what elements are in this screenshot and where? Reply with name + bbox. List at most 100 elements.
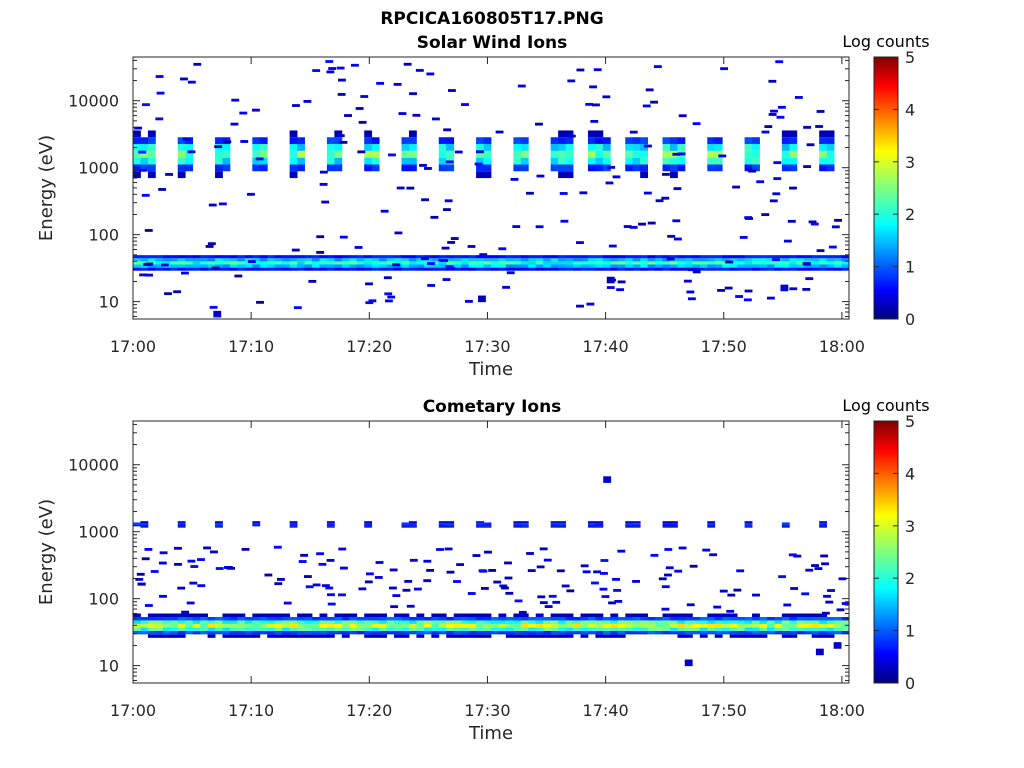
heatmap-cell (312, 264, 320, 268)
heatmap-cell (304, 620, 313, 624)
heatmap-cell (550, 144, 559, 151)
heatmap-cell (565, 258, 574, 262)
heatmap-cell (513, 164, 522, 172)
heatmap-cell (580, 623, 589, 628)
heatmap-cell (326, 627, 335, 631)
heatmap-cell (655, 616, 663, 621)
heatmap-cell (505, 591, 514, 595)
heatmap-cell (454, 150, 463, 154)
heatmap-cell (826, 144, 835, 151)
heatmap-cell (825, 600, 834, 604)
heatmap-cell (602, 620, 611, 624)
heatmap-cell (587, 623, 596, 628)
colorbar-tick-label: 1 (905, 258, 915, 277)
heatmap-cell (187, 80, 196, 84)
heatmap-cell (303, 575, 312, 578)
heatmap-cell (144, 548, 153, 551)
heatmap-cell (610, 258, 619, 262)
heatmap-cell (781, 522, 790, 524)
heatmap-cell (774, 623, 783, 628)
heatmap-cell (662, 157, 671, 165)
heatmap-cell (580, 255, 589, 259)
heatmap-cell (334, 623, 343, 628)
heatmap-cell (752, 258, 760, 262)
heatmap-cell (744, 526, 753, 528)
heatmap-cell (259, 616, 268, 621)
heatmap-cell (595, 634, 604, 638)
heatmap-cell (788, 553, 797, 557)
heatmap-cell (510, 177, 519, 181)
heatmap-cell (431, 634, 440, 638)
heatmap-cell (819, 630, 828, 635)
heatmap-cell (177, 521, 186, 523)
heatmap-cell (252, 620, 261, 624)
heatmap-cell (766, 620, 775, 624)
heatmap-cell (215, 157, 223, 165)
heatmap-cell (796, 630, 805, 635)
heatmap-cell (408, 157, 417, 165)
heatmap-cell (371, 613, 380, 617)
heatmap-cell (520, 634, 529, 638)
heatmap-cell (453, 620, 462, 624)
heatmap-cell (461, 264, 470, 268)
heatmap-cell (632, 526, 641, 528)
heatmap-cell (573, 623, 581, 628)
heatmap-cell (274, 582, 283, 586)
heatmap-cell (804, 267, 813, 271)
heatmap-cell (289, 157, 298, 165)
heatmap-cell (334, 164, 343, 172)
heatmap-cell (312, 261, 320, 265)
heatmap-cell (438, 620, 447, 624)
heatmap-cell (259, 255, 268, 259)
heatmap-cell (476, 620, 484, 624)
heatmap-cell (773, 161, 782, 165)
heatmap-cell (796, 620, 805, 624)
heatmap-cell (478, 569, 487, 573)
heatmap-cell (387, 295, 396, 299)
heatmap-cell (438, 613, 447, 617)
heatmap-cell (483, 526, 492, 528)
heatmap-cell (431, 623, 440, 628)
heatmap-cell (520, 150, 529, 158)
heatmap-cell (237, 255, 246, 259)
heatmap-cell (513, 267, 522, 271)
heatmap-cell (162, 261, 171, 265)
heatmap-cell (351, 63, 359, 67)
heatmap-cell (684, 261, 693, 265)
heatmap-cell (341, 627, 350, 631)
heatmap-cell (267, 613, 276, 617)
heatmap-cell (334, 613, 343, 617)
heatmap-cell (423, 267, 432, 271)
heatmap-cell (752, 627, 760, 631)
heatmap-cell (328, 67, 337, 70)
heatmap-cell (408, 526, 417, 528)
heatmap-cell (364, 164, 373, 172)
heatmap-cell (804, 264, 813, 268)
heatmap-cell (174, 562, 182, 566)
heatmap-cell (582, 570, 591, 574)
heatmap-cell (252, 108, 260, 112)
heatmap-cell (729, 264, 738, 268)
x-tick-label: 17:50 (701, 701, 747, 720)
heatmap-cell (326, 620, 335, 624)
heatmap-cell (185, 164, 194, 172)
heatmap-cell (394, 620, 402, 624)
heatmap-cell (474, 162, 483, 166)
heatmap-cell (550, 613, 559, 617)
heatmap-cell (374, 576, 383, 579)
heatmap-cell (147, 630, 156, 635)
heatmap-cell (677, 137, 686, 145)
heatmap-cell (431, 264, 440, 268)
heatmap-cell (774, 620, 783, 624)
heatmap-cell (827, 589, 835, 592)
heatmap-cell (744, 255, 753, 259)
heatmap-cell (662, 616, 671, 621)
heatmap-cell (834, 261, 842, 265)
heatmap-cell (321, 200, 330, 204)
heatmap-cell (580, 616, 589, 621)
heatmap-cell (446, 620, 455, 624)
heatmap-cell (408, 521, 417, 523)
heatmap-cell (759, 627, 768, 631)
heatmap-cell (267, 255, 276, 259)
heatmap-cell (662, 627, 671, 631)
